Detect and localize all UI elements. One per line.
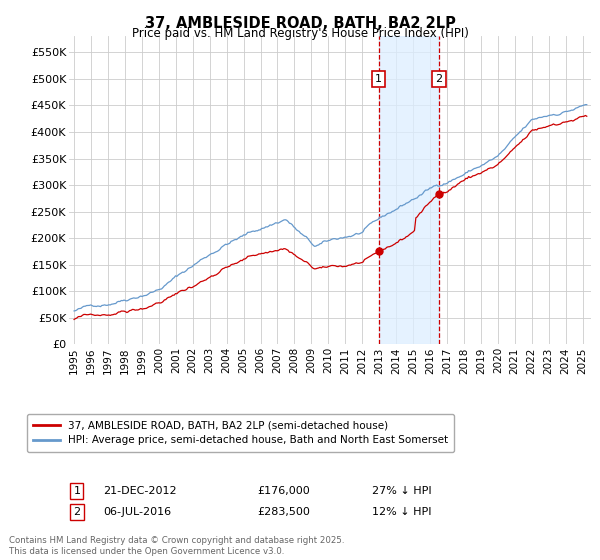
Text: Contains HM Land Registry data © Crown copyright and database right 2025.
This d: Contains HM Land Registry data © Crown c… — [9, 536, 344, 556]
Text: 1: 1 — [375, 74, 382, 84]
Text: 2: 2 — [73, 507, 80, 517]
Text: 21-DEC-2012: 21-DEC-2012 — [103, 486, 176, 496]
Text: 12% ↓ HPI: 12% ↓ HPI — [372, 507, 431, 517]
Text: 06-JUL-2016: 06-JUL-2016 — [103, 507, 171, 517]
Legend: 37, AMBLESIDE ROAD, BATH, BA2 2LP (semi-detached house), HPI: Average price, sem: 37, AMBLESIDE ROAD, BATH, BA2 2LP (semi-… — [27, 414, 454, 451]
Text: 27% ↓ HPI: 27% ↓ HPI — [372, 486, 431, 496]
Text: £176,000: £176,000 — [257, 486, 310, 496]
Text: 1: 1 — [73, 486, 80, 496]
Text: 2: 2 — [435, 74, 442, 84]
Text: £283,500: £283,500 — [257, 507, 310, 517]
Text: 37, AMBLESIDE ROAD, BATH, BA2 2LP: 37, AMBLESIDE ROAD, BATH, BA2 2LP — [145, 16, 455, 31]
Bar — [379, 36, 439, 344]
Text: Price paid vs. HM Land Registry's House Price Index (HPI): Price paid vs. HM Land Registry's House … — [131, 27, 469, 40]
